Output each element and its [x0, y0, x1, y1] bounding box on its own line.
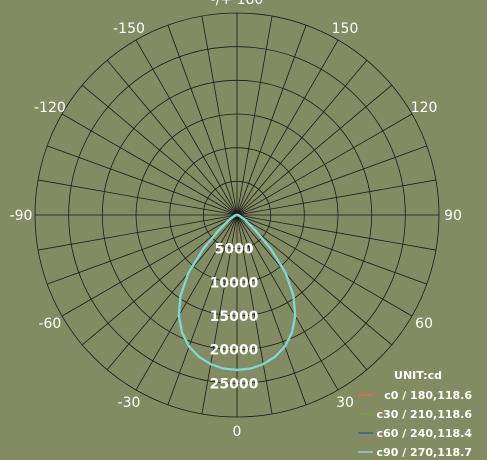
grid-spoke [201, 214, 238, 415]
grid-spoke [236, 214, 307, 405]
legend-entry: c30 / 210,118.6 [377, 408, 473, 421]
grid-spoke [47, 145, 238, 216]
grid-spoke [236, 25, 307, 216]
grid-spoke [37, 179, 238, 216]
angle-label: -120 [34, 100, 66, 116]
radial-tick-label: 10000 [210, 275, 259, 291]
grid-spoke [236, 214, 273, 415]
legend-entry: c0 / 180,118.6 [384, 389, 472, 402]
legend-entry: c90 / 270,118.7 [377, 446, 472, 459]
angle-label: 120 [411, 100, 438, 116]
legend-entry: c60 / 240,118.4 [377, 427, 473, 440]
grid-spoke [167, 25, 238, 216]
angle-label: -90 [10, 208, 33, 224]
radial-tick-label: 20000 [210, 343, 259, 359]
grid-spoke [61, 113, 238, 216]
series-curve [177, 213, 297, 372]
grid-spoke [236, 60, 368, 216]
grid-spoke [106, 214, 238, 370]
radial-tick-labels: 5000 10000 15000 20000 25000 [210, 242, 259, 393]
legend: UNIT:cd c0 / 180,118.6 c30 / 210,118.6 c60… [358, 369, 472, 459]
grid-spoke [236, 214, 339, 391]
grid-spoke [37, 214, 238, 251]
legend-title: UNIT:cd [394, 369, 442, 382]
grid-spoke [236, 214, 392, 346]
grid-spoke [236, 145, 427, 216]
grid-spoke [236, 214, 427, 285]
grid-spoke [135, 214, 238, 391]
radial-tick-label: 25000 [210, 376, 259, 392]
grid-spoke [236, 113, 413, 216]
grid-spoke [236, 214, 413, 317]
grid-spoke [167, 214, 238, 405]
grid-spoke [61, 214, 238, 317]
grid-spoke [236, 84, 392, 216]
angle-label: 90 [444, 208, 462, 224]
angle-label: -60 [38, 316, 61, 332]
grid-spoke [236, 15, 273, 216]
angle-label: -150 [113, 21, 145, 37]
angle-label: -30 [118, 395, 141, 411]
radial-tick-label: 5000 [215, 242, 254, 258]
angle-label: 30 [336, 395, 354, 411]
intensity-curves [177, 213, 297, 372]
grid-spoke [236, 179, 437, 216]
grid-spoke [47, 214, 238, 285]
grid-spoke [201, 15, 238, 216]
angle-label: 60 [415, 316, 433, 332]
angle-label: 0 [233, 424, 242, 440]
grid-spoke [82, 214, 238, 346]
angle-labels: -/+ 180 -150 150 -120 120 -90 90 -60 60 -30 30 0 [10, 0, 462, 440]
polar-grid [34, 12, 440, 418]
angle-label: -/+ 180 [211, 0, 264, 8]
grid-spoke [106, 60, 238, 216]
grid-spoke [236, 39, 339, 216]
angle-label: 150 [332, 21, 359, 37]
grid-spoke [236, 214, 368, 370]
grid-spoke [236, 214, 437, 251]
radial-tick-label: 15000 [210, 309, 259, 325]
grid-spoke [82, 84, 238, 216]
grid-spoke [135, 39, 238, 216]
